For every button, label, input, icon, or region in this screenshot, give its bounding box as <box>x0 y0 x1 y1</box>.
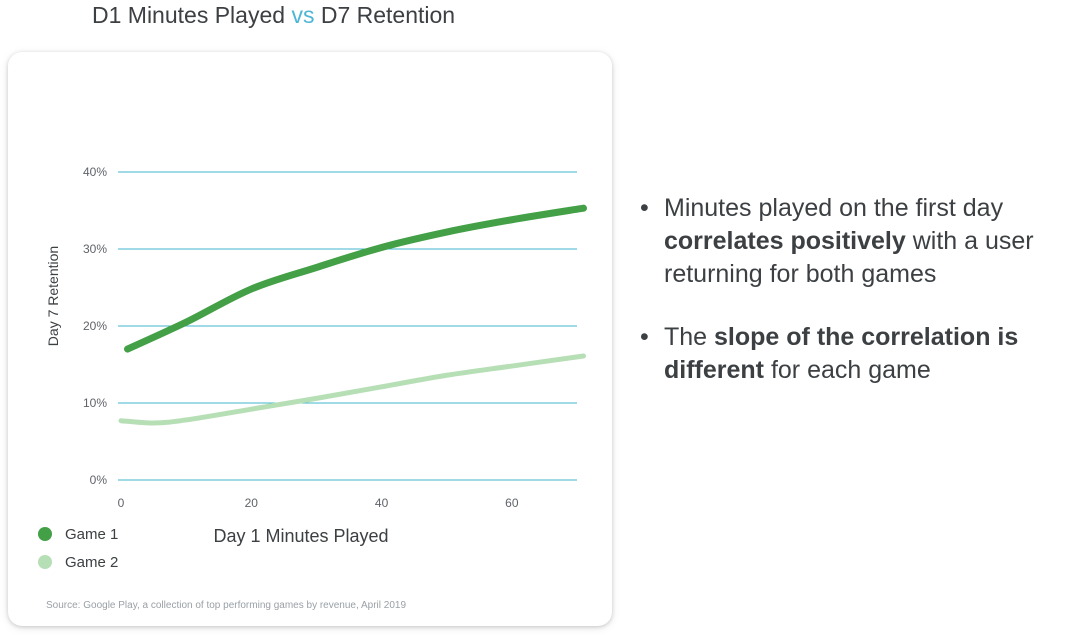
series-lines <box>118 204 588 426</box>
bullet-2-pre: The <box>664 323 715 351</box>
bullet-1-bold: correlates positively <box>664 227 906 255</box>
bullet-list: • Minutes played on the first day correl… <box>640 192 1080 417</box>
legend-label-game2: Game 2 <box>65 554 118 571</box>
chart-title: D1 Minutes Played vs D7 Retention <box>92 0 455 30</box>
legend-swatch-game2 <box>38 555 52 569</box>
x-tick-label: 0 <box>118 496 125 510</box>
y-tick-label: 30% <box>83 242 107 256</box>
legend-label-game1: Game 1 <box>65 526 118 543</box>
bullet-dot: • <box>640 323 649 351</box>
bullet-2-post: for each game <box>764 356 931 384</box>
bullet-item-2: • The slope of the correlation is differ… <box>640 321 1080 387</box>
y-axis-label: Day 7 Retention <box>45 246 61 346</box>
title-vs: vs <box>291 2 315 28</box>
line-chart: 0% 10% 20% 30% 40% 0 20 40 60 Day 7 Retention D… <box>38 165 588 571</box>
y-tick-labels: 0% 10% 20% 30% 40% <box>83 165 107 487</box>
x-tick-label: 20 <box>245 496 259 510</box>
y-tick-label: 40% <box>83 165 107 179</box>
x-tick-label: 40 <box>375 496 389 510</box>
bullet-dot: • <box>640 194 649 222</box>
grid-lines <box>118 171 577 481</box>
y-tick-label: 10% <box>83 396 107 410</box>
bullet-2-bold: slope of the correlation is different <box>664 323 1019 384</box>
y-tick-label: 20% <box>83 319 107 333</box>
bullet-1-post: with a user returning for both games <box>664 227 1034 288</box>
x-axis-label: Day 1 Minutes Played <box>213 526 388 546</box>
bullet-1-pre: Minutes played on the first day <box>664 194 1004 222</box>
legend: Game 1 Game 2 <box>38 526 118 571</box>
x-tick-label: 60 <box>505 496 519 510</box>
title-part2: D7 Retention <box>320 2 456 28</box>
chart-card: 0% 10% 20% 30% 40% 0 20 40 60 Day 7 Retention D… <box>8 52 612 626</box>
x-tick-labels: 0 20 40 60 <box>118 496 519 510</box>
title-part1: D1 Minutes Played <box>92 2 286 28</box>
series-line-game1 <box>124 204 588 353</box>
legend-swatch-game1 <box>38 527 52 541</box>
source-note: Source: Google Play, a collection of top… <box>46 600 407 611</box>
series-line-game2 <box>118 353 587 426</box>
y-tick-label: 0% <box>90 473 108 487</box>
bullet-item-1: • Minutes played on the first day correl… <box>640 192 1080 291</box>
